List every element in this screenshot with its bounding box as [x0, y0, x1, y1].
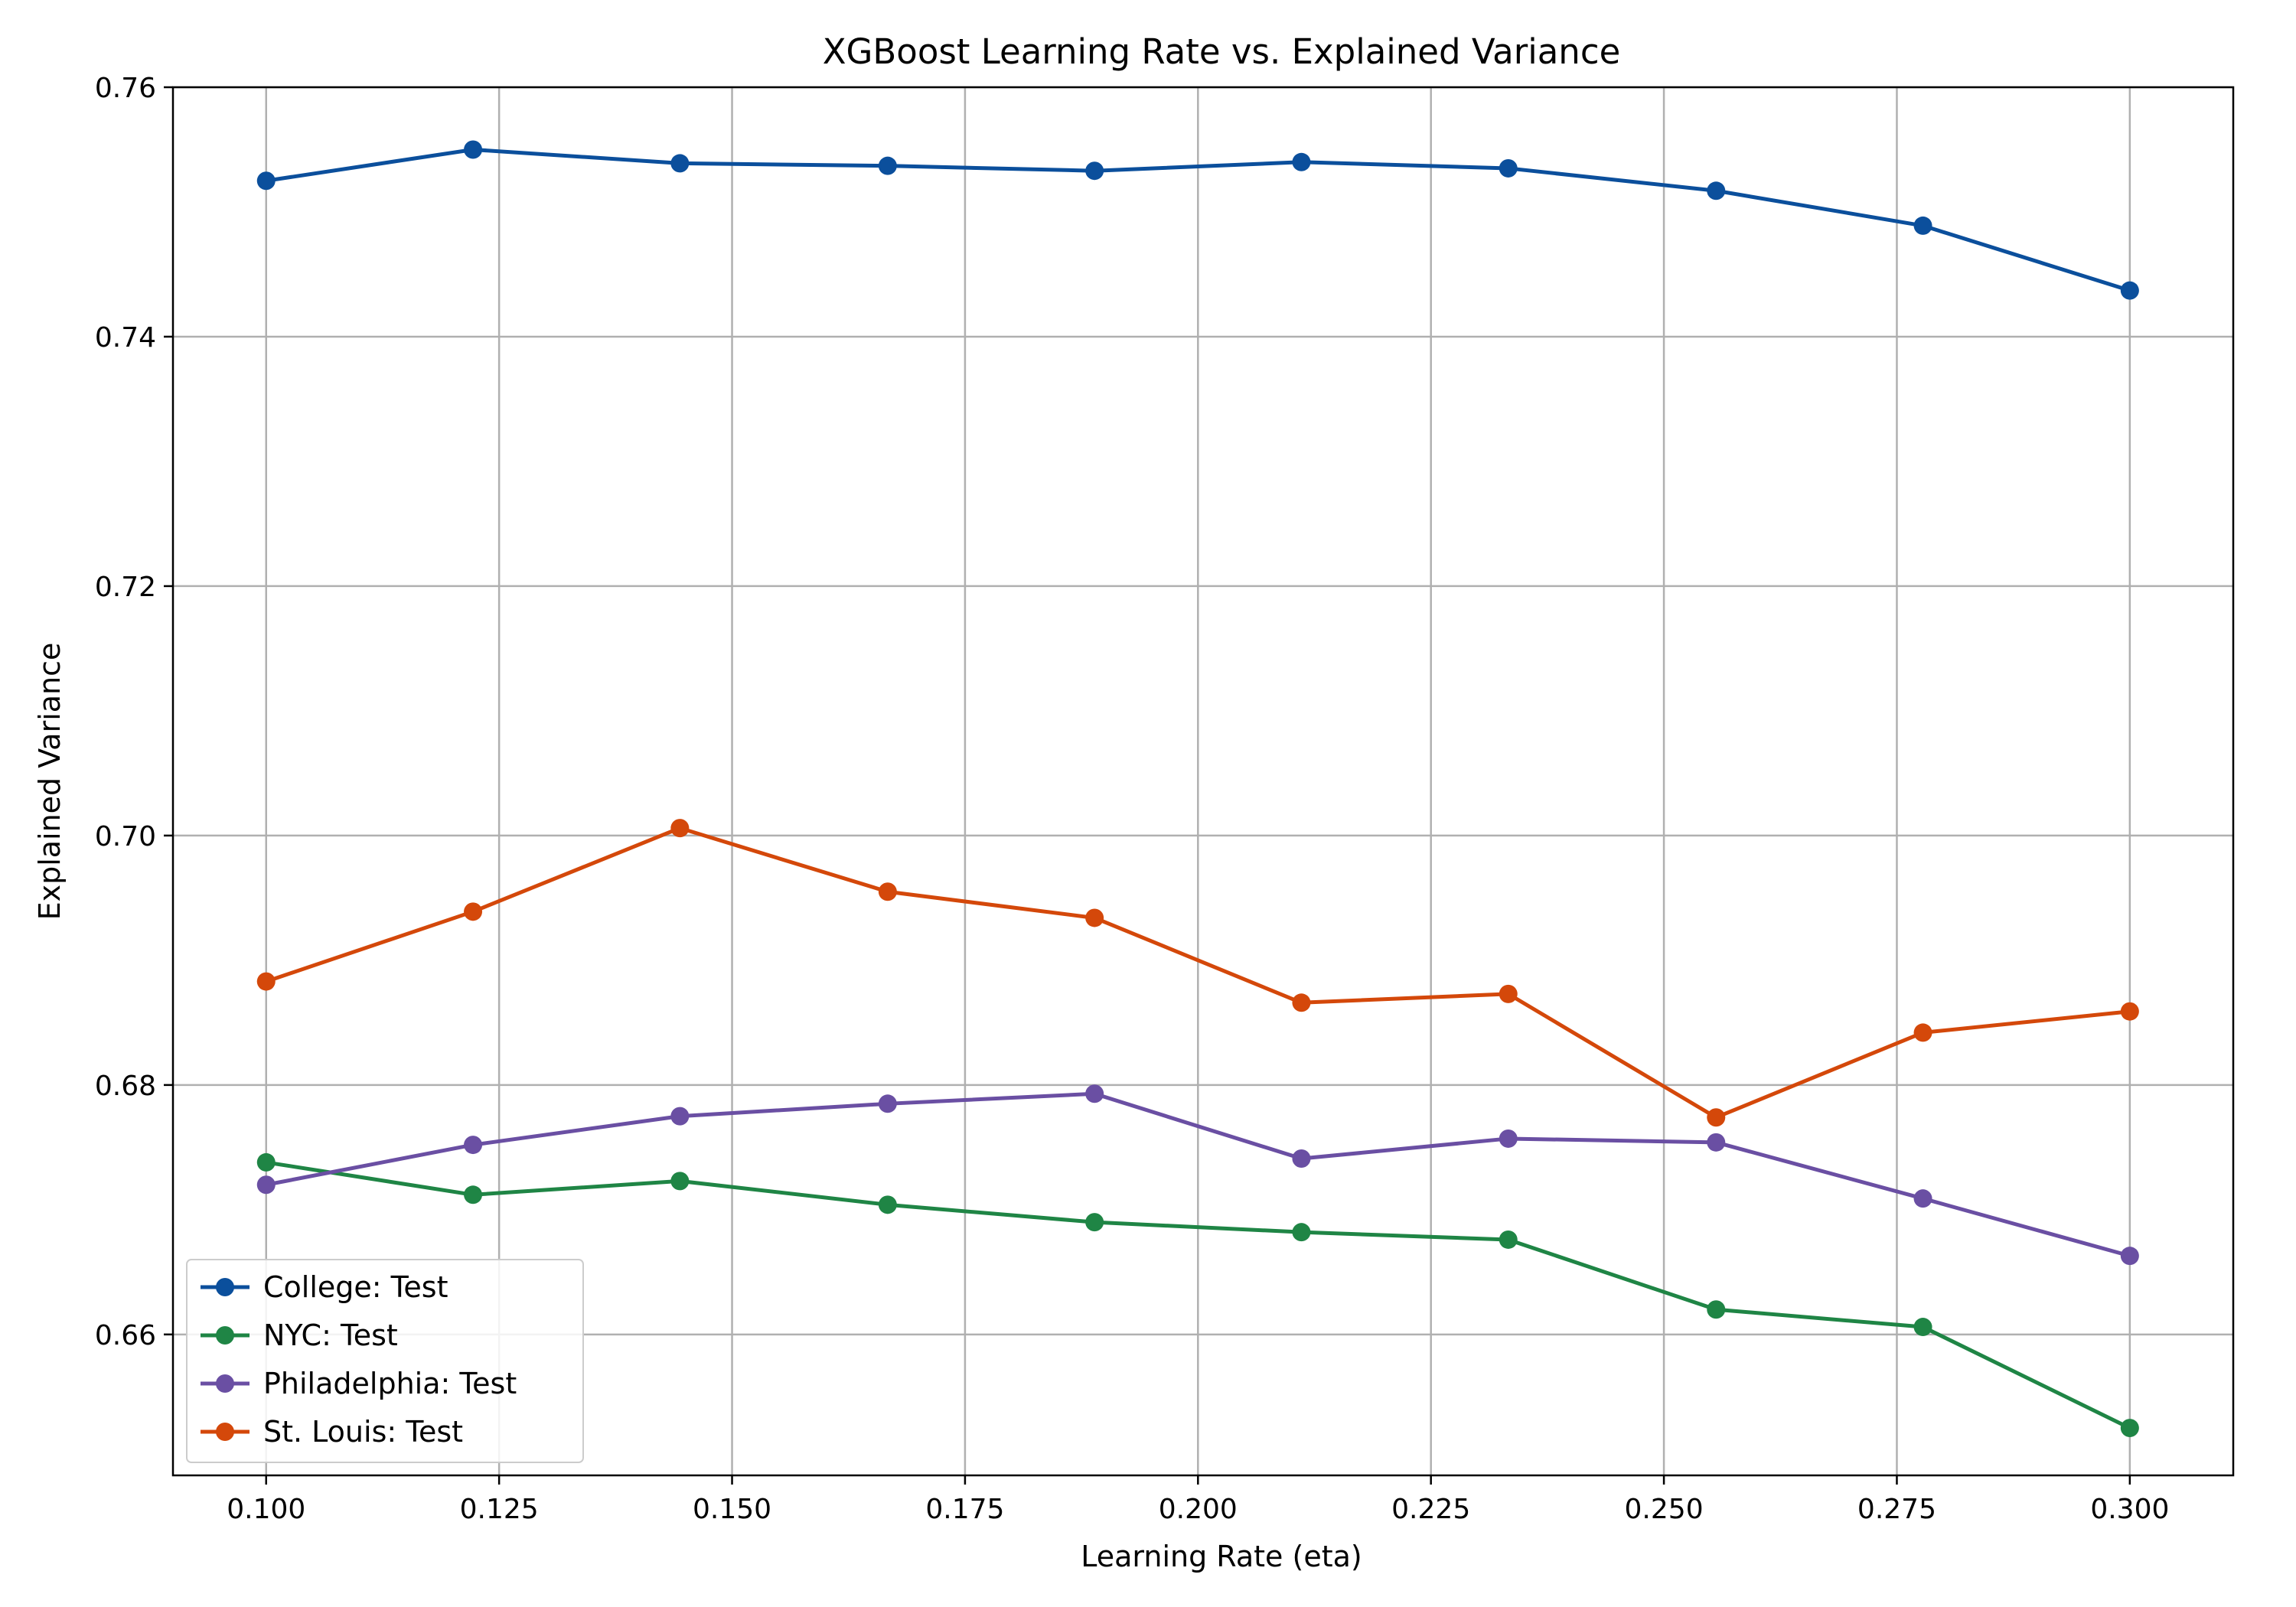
- data-point: [878, 882, 897, 901]
- data-point: [1085, 1213, 1104, 1232]
- x-axis-label: Learning Rate (eta): [1081, 1540, 1362, 1573]
- x-tick-label: 0.250: [1625, 1494, 1704, 1525]
- legend-item: St. Louis: Test: [201, 1415, 463, 1449]
- legend: College: Test NYC: Test Philadelphia: Test…: [186, 1259, 584, 1463]
- data-point: [464, 902, 483, 921]
- legend-swatch-marker: [216, 1278, 234, 1296]
- data-point: [1292, 993, 1311, 1012]
- legend-label: College: Test: [263, 1270, 448, 1304]
- data-point: [1499, 984, 1518, 1003]
- y-tick-label: 0.76: [95, 73, 156, 104]
- data-point: [1913, 216, 1932, 235]
- data-point: [1707, 1108, 1726, 1127]
- data-point: [464, 1136, 483, 1155]
- x-tick-label: 0.175: [925, 1494, 1004, 1525]
- plot-frame: [171, 86, 2235, 1477]
- data-point: [256, 1152, 276, 1172]
- data-point: [670, 819, 690, 838]
- y-tick-label: 0.66: [95, 1320, 156, 1351]
- data-point: [1292, 1149, 1311, 1169]
- series-nyc-test: [256, 1152, 2139, 1438]
- data-point: [1292, 1223, 1311, 1242]
- data-point: [878, 1094, 897, 1113]
- data-point: [464, 140, 483, 159]
- legend-swatch-marker: [216, 1326, 234, 1345]
- data-point: [1499, 1230, 1518, 1249]
- data-point: [670, 1107, 690, 1126]
- data-point: [1499, 158, 1518, 178]
- y-tick-label: 0.68: [95, 1071, 156, 1102]
- series-college-test: [256, 140, 2139, 300]
- x-tick-label: 0.275: [1857, 1494, 1936, 1525]
- x-tick-label: 0.100: [227, 1494, 305, 1525]
- data-point: [670, 1172, 690, 1191]
- data-point: [256, 171, 276, 191]
- legend-swatch-marker: [216, 1374, 234, 1393]
- legend-item: College: Test: [201, 1270, 448, 1304]
- data-point: [2120, 1247, 2139, 1266]
- legend-item: NYC: Test: [201, 1319, 398, 1352]
- y-tick-label: 0.72: [95, 572, 156, 603]
- data-point: [1707, 1300, 1726, 1319]
- legend-item: Philadelphia: Test: [201, 1367, 517, 1400]
- data-point: [1085, 908, 1104, 927]
- y-axis-ticks: 0.66 0.68 0.70 0.72 0.74 0.76: [95, 73, 173, 1351]
- data-point: [1499, 1129, 1518, 1148]
- data-point: [2120, 281, 2139, 300]
- x-tick-label: 0.200: [1159, 1494, 1238, 1525]
- data-point: [878, 156, 897, 175]
- data-point: [1085, 161, 1104, 181]
- y-axis-label: Explained Variance: [33, 643, 67, 921]
- series-line-nyc-test: [264, 1160, 2132, 1430]
- legend-label: Philadelphia: Test: [263, 1367, 517, 1400]
- chart-title: XGBoost Learning Rate vs. Explained Vari…: [823, 31, 1621, 72]
- data-point: [256, 1175, 276, 1195]
- data-point: [2120, 1002, 2139, 1021]
- data-point: [670, 154, 690, 173]
- data-point: [2120, 1419, 2139, 1438]
- series-line-st-louis-test: [264, 826, 2132, 1120]
- y-tick-label: 0.70: [95, 821, 156, 852]
- data-point: [1913, 1318, 1932, 1337]
- series-layer: [256, 140, 2139, 1438]
- legend-label: NYC: Test: [263, 1319, 398, 1352]
- data-point: [878, 1195, 897, 1214]
- x-tick-label: 0.150: [693, 1494, 771, 1525]
- legend-label: St. Louis: Test: [263, 1415, 463, 1449]
- series-st-louis-test: [256, 819, 2139, 1127]
- data-point: [1085, 1084, 1104, 1103]
- x-axis-ticks: 0.100 0.125 0.150 0.175 0.200 0.225 0.250 0.275…: [227, 1475, 2169, 1525]
- legend-box: [186, 1259, 584, 1463]
- data-point: [1913, 1189, 1932, 1208]
- series-philadelphia-test: [256, 1084, 2139, 1266]
- legend-swatch-marker: [216, 1423, 234, 1441]
- series-line-college-test: [264, 147, 2132, 293]
- data-point: [1292, 152, 1311, 171]
- data-point: [1707, 181, 1726, 200]
- x-tick-label: 0.300: [2090, 1494, 2169, 1525]
- series-line-philadelphia-test: [264, 1091, 2132, 1258]
- data-point: [1913, 1023, 1932, 1042]
- x-tick-label: 0.225: [1391, 1494, 1470, 1525]
- data-point: [256, 972, 276, 991]
- y-tick-label: 0.74: [95, 322, 156, 354]
- x-tick-label: 0.125: [460, 1494, 539, 1525]
- data-point: [1707, 1133, 1726, 1152]
- data-point: [464, 1185, 483, 1204]
